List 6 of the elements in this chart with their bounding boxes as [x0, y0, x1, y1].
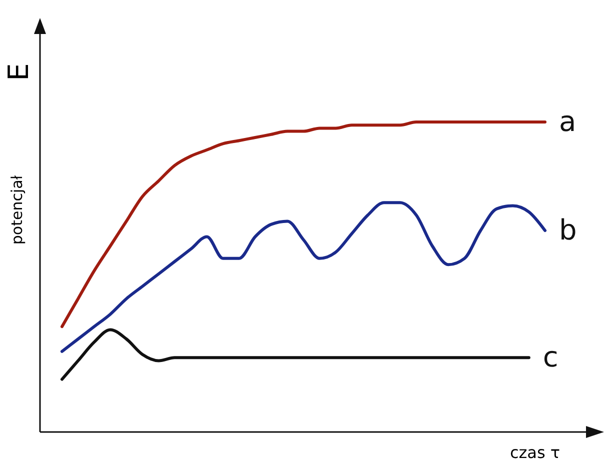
series-label: c — [542, 340, 558, 374]
x-axis-title: czas τ — [510, 443, 560, 462]
series-label: a — [559, 105, 576, 138]
series-label: b — [559, 214, 577, 246]
y-axis-title: potencjał — [8, 174, 26, 245]
text: E — [2, 63, 35, 81]
